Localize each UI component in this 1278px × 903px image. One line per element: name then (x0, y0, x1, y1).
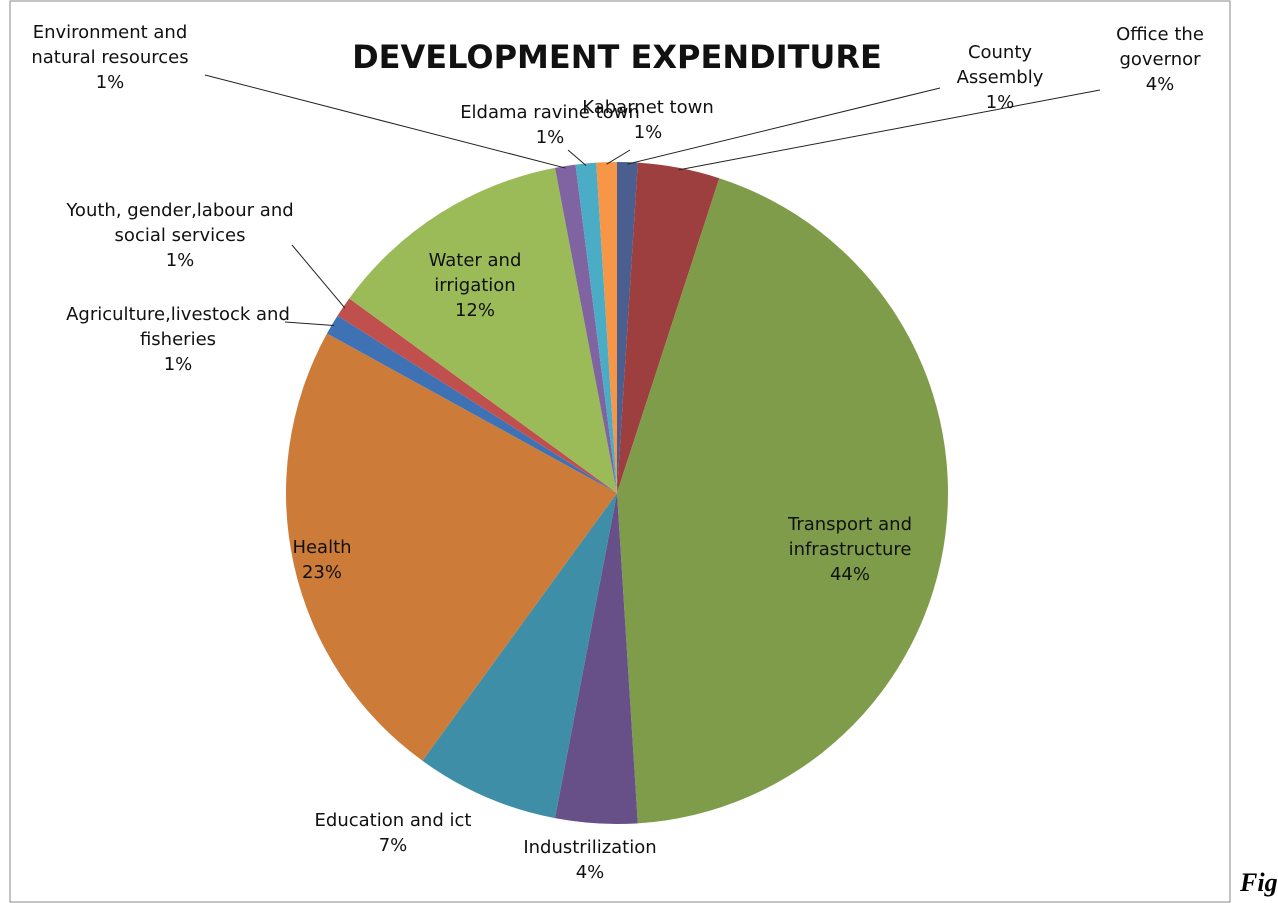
pie-slice (554, 493, 638, 824)
pie-slice (617, 162, 720, 494)
value-label: 1% (633, 122, 663, 143)
leader-line (291, 244, 346, 309)
category-name: County Assembly (956, 42, 1044, 88)
pie-slice (337, 298, 617, 493)
value-label: 4% (1145, 74, 1175, 95)
leader-line (678, 89, 1101, 171)
value-label: 23% (301, 562, 342, 583)
pie-slice (575, 162, 617, 494)
slice-label: Health 23% (272, 535, 372, 585)
pie-slice (554, 164, 617, 493)
leader-line (284, 321, 334, 327)
pie-slice (596, 162, 617, 493)
slice-label: Transport and infrastructure 44% (765, 512, 935, 587)
category-name: Water and irrigation (428, 250, 522, 296)
slice-label: Office the governor 4% (1105, 22, 1215, 97)
slice-label: Kabarnet town 1% (578, 95, 718, 145)
pie-slice (617, 162, 638, 493)
category-name: Agriculture,livestock and fisheries (66, 304, 290, 350)
pie-slice (617, 178, 948, 824)
pie-slice (349, 167, 617, 493)
value-label: 44% (829, 564, 870, 585)
category-name: Health (292, 537, 352, 558)
pie-slice (422, 493, 617, 819)
leader-line (204, 74, 566, 169)
value-label: 1% (163, 354, 193, 375)
slice-label: Eldama ravine town 1% (450, 100, 650, 150)
leader-line (627, 87, 941, 165)
slice-label: Education and ict 7% (293, 808, 493, 858)
category-name: Industrilization (523, 837, 657, 858)
slice-label: Environment and natural resources 1% (10, 20, 210, 95)
category-name: Office the governor (1116, 24, 1204, 70)
chart-title: DEVELOPMENT EXPENDITURE (352, 38, 882, 76)
value-label: 7% (378, 835, 408, 856)
category-name: Transport and infrastructure (787, 514, 913, 560)
category-name: Youth, gender,labour and social services (66, 200, 294, 246)
slice-label: Water and irrigation 12% (410, 248, 540, 323)
slice-label: Agriculture,livestock and fisheries 1% (63, 302, 293, 377)
value-label: 1% (95, 72, 125, 93)
category-name: Environment and natural resources (31, 22, 189, 68)
value-label: 1% (535, 127, 565, 148)
value-label: 12% (454, 300, 495, 321)
caption: Fig (1240, 868, 1278, 897)
slice-label: County Assembly 1% (940, 40, 1060, 115)
chart-border (9, 0, 1231, 903)
category-name: Kabarnet town (582, 97, 714, 118)
category-name: Education and ict (314, 810, 472, 831)
pie-slice (326, 315, 617, 493)
value-label: 1% (165, 250, 195, 271)
category-name: Eldama ravine town (460, 102, 640, 123)
value-label: 1% (985, 92, 1015, 113)
pie-slice (286, 333, 617, 761)
value-label: 4% (575, 862, 605, 883)
leader-line (567, 149, 587, 166)
slice-label: Industrilization 4% (490, 835, 690, 885)
leader-line (606, 149, 631, 165)
slice-label: Youth, gender,labour and social services… (60, 198, 300, 273)
